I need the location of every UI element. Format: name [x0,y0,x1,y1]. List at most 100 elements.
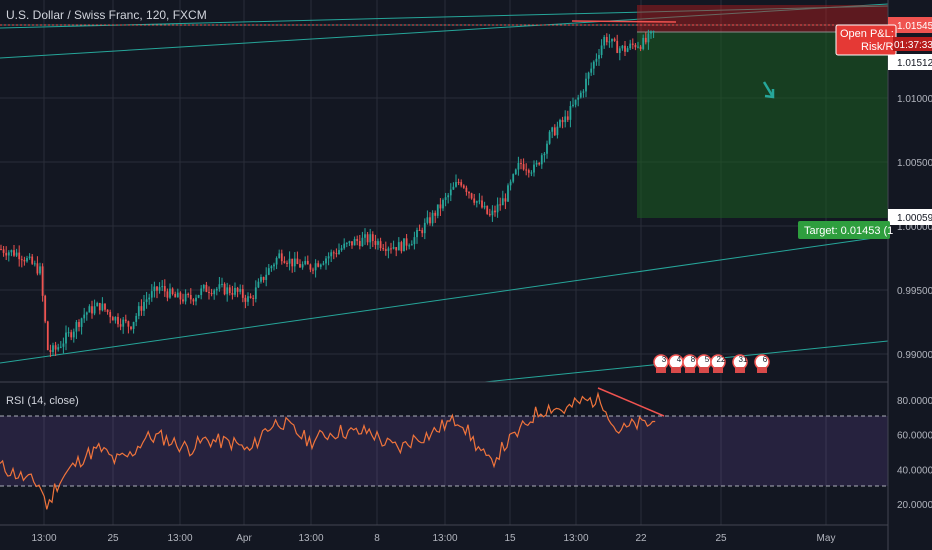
candle [156,285,158,299]
rsi-title[interactable]: RSI (14, close) [6,395,79,407]
candle [468,191,470,199]
event-badge-4[interactable]: 4 [668,354,684,373]
candle [280,249,283,265]
candle [182,293,184,304]
candle [80,317,83,335]
candle [631,38,634,50]
candle [44,294,47,324]
candle [343,238,346,250]
event-badge-6[interactable]: 6 [754,354,770,373]
candle [67,327,70,337]
candle [452,182,455,190]
candle [226,282,229,302]
candle [332,250,335,260]
upper-channel-trendline-2[interactable] [0,5,889,29]
upper-channel-trendline[interactable] [0,3,889,59]
time-tick-label: 13:00 [167,533,192,544]
price-tick-label: 1.01000 [897,94,932,105]
countdown-text: 01:37:33 [894,40,932,51]
candle [312,267,314,275]
candle [611,38,613,48]
candle [366,231,369,246]
candle [460,179,463,188]
event-badge-5[interactable]: 5 [696,354,712,373]
candle [70,329,73,341]
candle [382,244,385,251]
event-badge-8[interactable]: 8 [682,354,698,373]
candle [587,71,590,86]
candle [572,97,574,108]
candle [397,237,400,251]
candle [525,163,528,176]
candle [288,251,291,271]
candle [478,193,481,205]
candle [520,158,522,170]
candle [348,240,351,246]
candle [93,299,96,316]
candle [208,286,210,300]
candle [83,307,86,323]
down-arrow-icon[interactable] [762,81,775,99]
rsi-line [0,391,656,510]
event-badge-31[interactable]: 31 [732,354,748,373]
candle [104,303,106,312]
candle [598,49,600,66]
candle [49,344,52,357]
candle [36,256,39,276]
event-badge-3[interactable]: 3 [653,354,669,373]
candle [88,304,91,313]
lower-channel-trendline[interactable] [0,235,889,364]
rsi-tick-label: 20.0000 [897,500,932,511]
candle [221,277,223,288]
candle [252,295,255,306]
candle [101,297,104,312]
candle [504,193,507,210]
candle [364,228,366,245]
candle [369,228,372,249]
candle [192,298,195,306]
candle [621,45,624,51]
candle [340,245,343,252]
target-label-text: Target: 0.01453 (1 [804,225,893,237]
candle [301,261,304,270]
candle [275,256,278,270]
candle [423,218,426,240]
candle [605,33,608,46]
candle [244,294,247,309]
target-label[interactable] [798,221,890,239]
candle [327,252,330,266]
candle [358,234,361,250]
candle [174,291,177,298]
candle [522,158,525,171]
economic-event-badges[interactable]: 3 4 8 5 22 31 6 [653,354,770,373]
candle [634,42,637,51]
candle [481,195,483,209]
candle [488,208,491,217]
candle [0,244,2,251]
resistance-drawn-line[interactable] [571,20,677,23]
symbol-title[interactable]: U.S. Dollar / Swiss Franc, 120, FXCM [6,8,207,22]
rsi-divergence-line[interactable] [597,387,665,417]
event-badge-22[interactable]: 22 [710,354,726,373]
candle [176,288,179,298]
candle [304,256,307,266]
candle [7,250,10,262]
candle [403,238,405,252]
take-profit-zone[interactable] [637,32,888,218]
candle [106,309,109,315]
candle [384,241,387,256]
candle [91,300,93,319]
candle [465,185,468,196]
price-axis[interactable] [888,0,932,550]
last-price-tag [888,17,932,33]
candle [119,318,122,331]
candle [577,94,580,107]
candle [10,249,13,257]
candle [608,34,611,48]
candle [98,302,101,315]
candle [278,249,281,259]
candle [23,256,26,266]
candle [122,317,125,334]
candle [618,46,621,61]
